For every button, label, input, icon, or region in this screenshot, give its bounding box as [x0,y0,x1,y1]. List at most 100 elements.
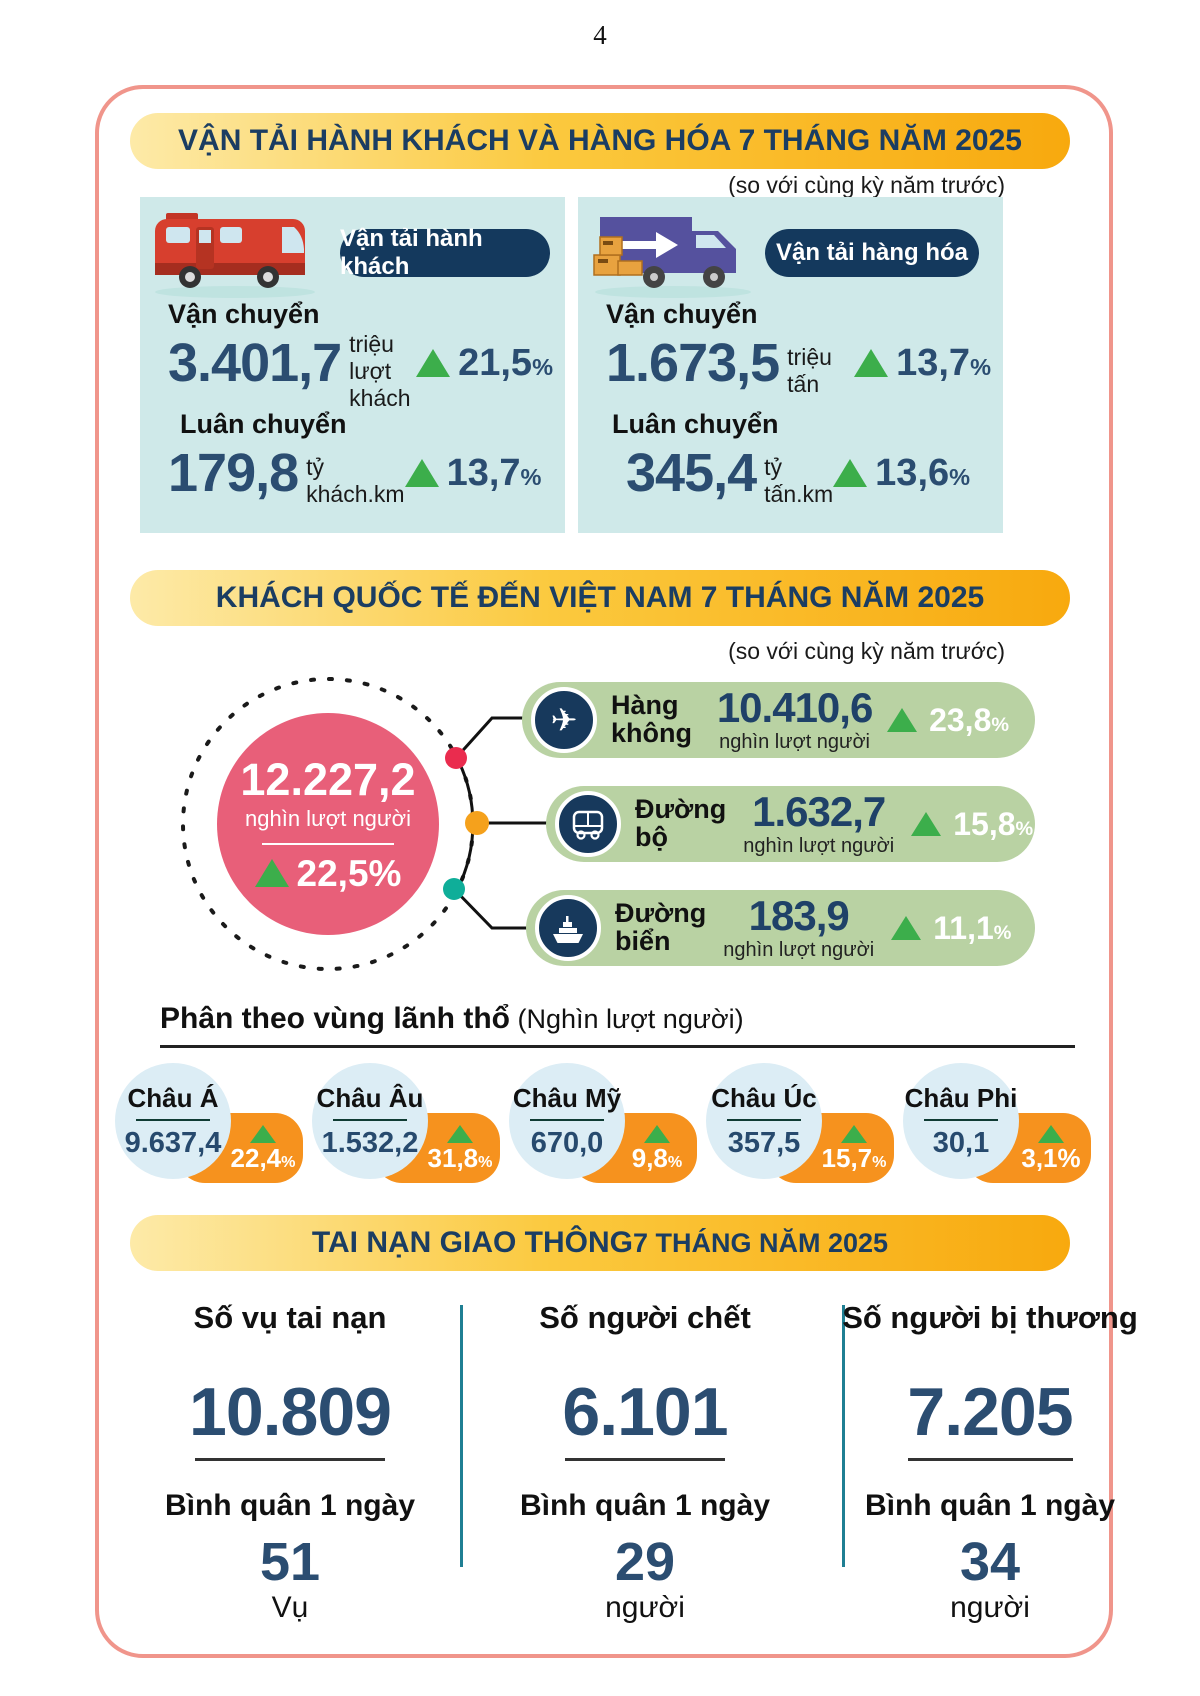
percent-sign: % [970,354,991,380]
up-triangle-icon [891,916,922,940]
visitors-total-value: 12.227,2 [240,753,416,805]
mode-air-value: 10.410,6 [716,683,874,731]
up-triangle-icon [250,1125,276,1143]
percent-sign: % [949,464,971,490]
freight-carried-value: 1.673,5 [606,333,780,393]
region-oceania-change: 15,7 [821,1143,873,1173]
up-triangle-icon [887,708,918,732]
visitors-total-unit: nghìn lượt người [245,805,411,831]
freight-panel: Vận tải hàng hóa Vận chuyển 1.673,5 triệ… [578,197,1003,533]
divider [530,1118,604,1121]
region-asia-change: 22,4 [230,1143,282,1173]
accidents-section-title: TAI NẠN GIAO THÔNG 7 THÁNG NĂM 2025 [130,1215,1070,1271]
passenger-traffic-value: 179,8 [168,443,299,503]
percent-sign: % [991,714,1009,736]
accidents-title-main: TAI NẠN GIAO THÔNG [311,1226,633,1259]
up-triangle-icon [841,1125,867,1143]
divider [333,1118,407,1121]
region-america-change: 9,8 [631,1143,668,1173]
accidents-injuries-column: Số người bị thương 7.205 Bình quân 1 ngà… [825,1300,1155,1625]
underline [907,1458,1073,1461]
passenger-carried-unit: triệu lượt khách [349,330,411,411]
region-oceania: 15,7% Châu Úc 357,5 [706,1063,898,1185]
mode-road-label: Đường bộ [635,794,727,852]
mode-sea-value: 183,9 [748,891,850,939]
mode-sea-label: Đường biển [615,898,707,956]
mode-sea-change: 11,1 [933,910,994,946]
freight-traffic-value: 345,4 [626,443,757,503]
road-node-dot [465,811,489,835]
percent-sign: % [993,922,1012,944]
van-icon [555,791,621,857]
accidents-injuries-label: Số người bị thương [842,1300,1138,1335]
mode-road-value: 1.632,7 [752,787,886,835]
divider [262,842,394,845]
passenger-traffic-row: 179,8 tỷ khách.km 13,7% [168,441,553,507]
transport-note: (so với cùng kỳ năm trước) [728,172,1005,198]
region-africa: 3,1% Châu Phi 30,1 [903,1063,1095,1185]
accidents-cases-total: 10.809 [189,1374,392,1450]
accidents-cases-label: Số vụ tai nạn [193,1300,387,1335]
mode-air-change: 23,8 [929,702,992,738]
passenger-traffic-unit: tỷ khách.km [306,454,405,507]
percent-sign: % [667,1153,683,1171]
passenger-carried-value: 3.401,7 [168,333,342,393]
percent-sign: % [281,1153,296,1171]
passenger-panel: Vận tải hành khách Vận chuyển 3.401,7 tr… [140,197,565,533]
sea-node-dot [443,878,465,900]
visitors-section-title: KHÁCH QUỐC TẾ ĐẾN VIỆT NAM 7 THÁNG NĂM 2… [130,570,1070,626]
accidents-deaths-total: 6.101 [562,1374,728,1450]
mode-road-pill: Đường bộ 1.632,7 nghìn lượt người 15,8% [546,786,1035,862]
regions-rule [160,1045,1075,1048]
accidents-deaths-avg-unit: người [605,1591,685,1624]
percent-sign: % [872,1153,887,1171]
underline [565,1458,725,1461]
accidents-deaths-column: Số người chết 6.101 Bình quân 1 ngày 29 … [480,1300,810,1625]
accidents-deaths-avg-value: 29 [614,1532,676,1592]
visitors-note: (so với cùng kỳ năm trước) [728,638,1005,664]
regions-title-text: Phân theo vùng lãnh thổ [160,1002,510,1035]
mode-air-unit: nghìn lượt người [719,730,870,753]
region-america-name: Châu Mỹ [512,1082,622,1113]
divider [136,1118,210,1121]
percent-sign: % [1015,818,1034,840]
accidents-injuries-avg-unit: người [950,1591,1030,1624]
freight-traffic-unit: tỷ tấn.km [764,454,834,507]
accidents-injuries-avg-value: 34 [959,1532,1021,1592]
underline [195,1458,385,1461]
column-separator [842,1305,845,1567]
region-asia: 22,4% Châu Á 9.637,4 [115,1063,307,1185]
mode-air-label: Hàng không [611,690,692,748]
visitors-total-change: 22,5% [296,852,402,894]
region-europe-value: 1.532,2 [321,1126,419,1159]
accidents-title-sub: 7 THÁNG NĂM 2025 [633,1227,889,1258]
up-triangle-icon [644,1125,670,1143]
region-america-value: 670,0 [530,1126,604,1159]
passenger-traffic-label: Luân chuyển [180,409,347,439]
page-number: 4 [593,20,607,50]
region-africa-value: 30,1 [932,1126,990,1159]
divider [924,1118,998,1121]
mode-air-pill: ✈ Hàng không 10.410,6 nghìn lượt người 2… [522,682,1035,758]
region-oceania-name: Châu Úc [711,1082,817,1113]
air-node-dot [445,747,467,769]
freight-badge: Vận tải hàng hóa [765,229,979,277]
freight-carried-unit: triệu tấn [787,344,832,397]
accidents-cases-avg-unit: Vụ [271,1591,309,1624]
region-europe-change: 31,8 [427,1143,479,1173]
bus-icon [150,209,320,299]
up-triangle-icon [254,859,289,887]
accidents-deaths-label: Số người chết [539,1300,751,1335]
region-oceania-value: 357,5 [727,1126,801,1159]
passenger-carried-row: 3.401,7 triệu lượt khách 21,5% [168,331,553,411]
passenger-traffic-change: 13,7 [446,452,521,494]
passenger-carried-label: Vận chuyển [168,299,320,329]
airplane-icon: ✈ [531,687,597,753]
accidents-cases-column: Số vụ tai nạn 10.809 Bình quân 1 ngày 51… [125,1300,455,1625]
regions-title: Phân theo vùng lãnh thổ (Nghìn lượt ngườ… [160,1002,744,1036]
column-separator [460,1305,463,1567]
mode-road-unit: nghìn lượt người [743,834,895,857]
freight-carried-change: 13,7 [896,342,971,384]
visitors-total-circle: 12.227,2 nghìn lượt người 22,5% [217,713,439,935]
mode-sea-pill: Đường biển 183,9 nghìn lượt người 11,1% [526,890,1035,966]
